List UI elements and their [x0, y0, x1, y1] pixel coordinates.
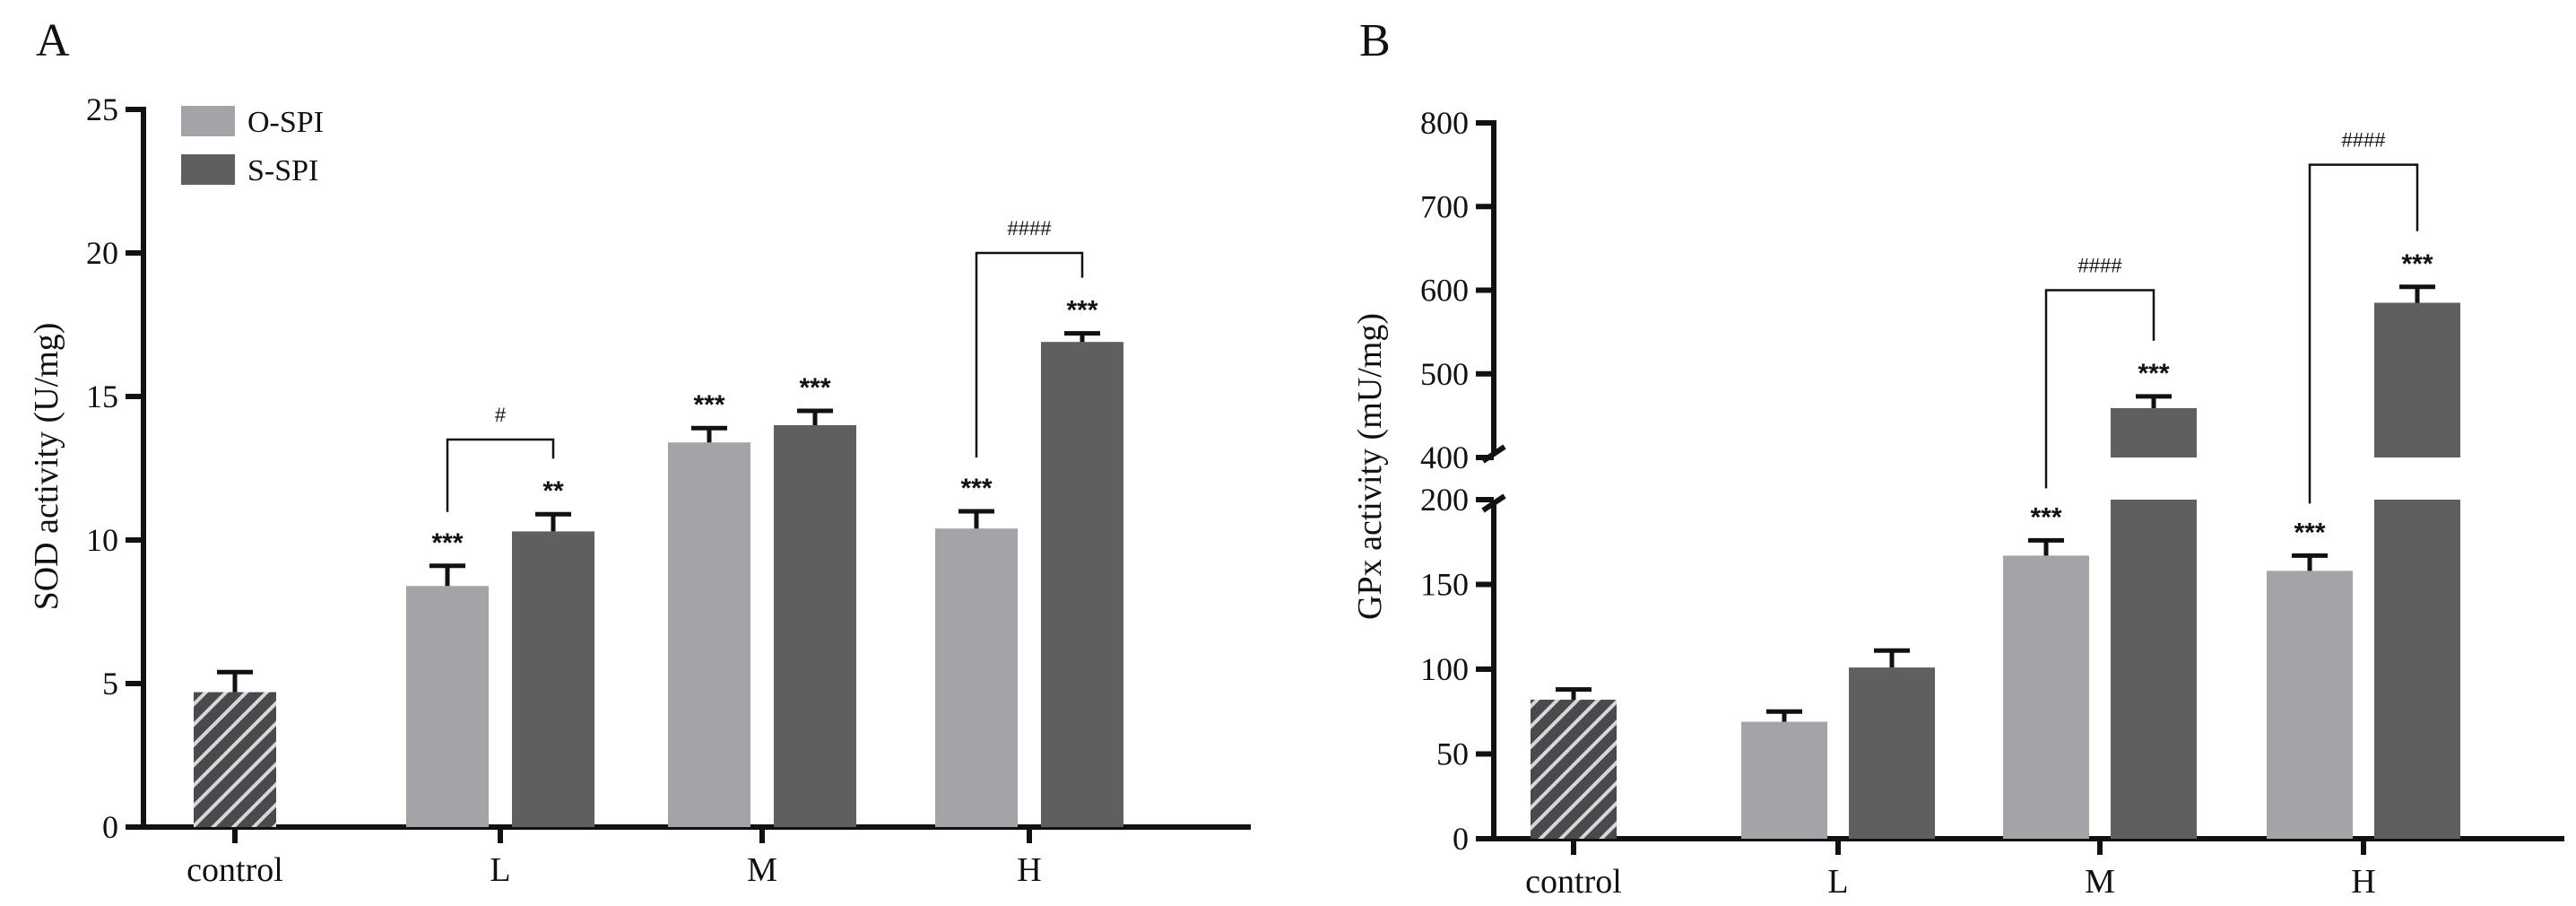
- panel-a-bar-s-spi-l-error-bar: [535, 511, 571, 532]
- panel-b-y-tick-label: 50: [1436, 736, 1469, 772]
- legend-label-s-spi: S-SPI: [247, 154, 318, 187]
- panel-b-x-tick-label: H: [2351, 863, 2375, 901]
- panel-b-significance-label: ***: [2294, 518, 2325, 547]
- panel-b-y-tick-label: 600: [1420, 273, 1469, 309]
- panel-a-significance-label: **: [542, 476, 564, 506]
- panel-b-bar-s-spi-m-upper: [2111, 407, 2197, 457]
- panel-a-bar-s-spi-h-error-bar: [1064, 331, 1100, 343]
- panel-a-significance-label: ***: [960, 474, 992, 503]
- legend-swatch-s-spi: [181, 154, 235, 185]
- panel-b-bar-o-spi-l-error-bar: [1766, 709, 1802, 722]
- panel-a-significance-label: ***: [431, 528, 463, 558]
- panel-b-bar-o-spi-l: [1741, 721, 1827, 839]
- panel-a-bar-o-spi-l-error-bar: [429, 563, 465, 587]
- panel-a-bracket-label: ####: [1008, 217, 1053, 240]
- panel-a-x-tick-label: control: [186, 851, 283, 889]
- panel-a-bar-o-spi-h: [935, 528, 1018, 827]
- panel-b-chart: B GPx activity (mU/mg) 0 50 100 150 200 400 50…: [1351, 15, 2564, 901]
- legend-swatch-o-spi: [181, 106, 235, 136]
- panel-b-comparison-bracket: [2044, 289, 2155, 489]
- panel-a-x-tick-label: L: [490, 851, 510, 889]
- panel-a-y-tick-label: 20: [86, 235, 118, 271]
- panel-a-comparison-bracket: [446, 438, 555, 512]
- panel-a-bar-control-error-bar: [217, 669, 253, 693]
- panel-a-y-axis-title: SOD activity (U/mg): [28, 323, 65, 611]
- panel-a-bar-o-spi-m-error-bar: [691, 425, 727, 443]
- panel-b-bar-o-spi-m: [2003, 555, 2089, 839]
- panel-a-bracket-label: #: [495, 404, 507, 426]
- panel-b-bar-o-spi-h-error-bar: [2292, 553, 2328, 571]
- panel-a-bar-o-spi-l: [406, 586, 489, 827]
- panel-b-significance-label: ***: [2030, 502, 2061, 532]
- panel-b-x-tick-label: M: [2085, 863, 2115, 901]
- panel-a-bar-control: [194, 692, 276, 827]
- panel-a-legend: O-SPI S-SPI: [181, 106, 324, 187]
- panel-b-bracket-label: ####: [2342, 129, 2387, 152]
- panel-b-x-tick-label: L: [1827, 863, 1848, 901]
- panel-b-y-axis-title: GPx activity (mU/mg): [1351, 313, 1389, 620]
- panel-b-axis-break-mark: [1481, 493, 1506, 513]
- panel-b-y-tick-label: 700: [1420, 188, 1469, 224]
- panel-b-bar-s-spi-m-error-bar: [2136, 394, 2172, 408]
- panel-a-y-tick-label: 10: [86, 522, 118, 558]
- panel-b-bar-s-spi-m-lower: [2111, 500, 2197, 839]
- panel-a-bar-s-spi-h: [1041, 342, 1123, 827]
- panel-b-y-tick-label: 800: [1420, 105, 1469, 141]
- panel-a-bar-s-spi-m: [774, 425, 856, 827]
- panel-b-bar-s-spi-l-error-bar: [1874, 648, 1910, 668]
- panel-a-comparison-bracket: [975, 251, 1084, 457]
- panel-a-y-tick-label: 15: [86, 379, 118, 414]
- panel-a-y-tick-label: 5: [102, 666, 118, 701]
- panel-b-bar-o-spi-h: [2267, 571, 2353, 839]
- panel-a-bar-o-spi-h-error-bar: [958, 509, 994, 529]
- panel-b-bar-s-spi-l: [1849, 667, 1935, 839]
- panel-b-bar-control-error-bar: [1556, 687, 1592, 701]
- panel-b-comparison-bracket: [2308, 163, 2419, 504]
- panel-a-y-tick-label: 25: [86, 91, 118, 127]
- panel-b-x-tick-label: control: [1525, 863, 1622, 901]
- panel-b-y-tick-label: 0: [1453, 821, 1469, 857]
- panel-b-y-tick-label: 100: [1420, 651, 1469, 687]
- panel-b-significance-label: ***: [2401, 249, 2433, 279]
- panel-a-x-tick-label: M: [747, 851, 777, 889]
- panel-b-bar-control: [1531, 700, 1617, 839]
- panel-a-x-tick-label: H: [1017, 851, 1041, 889]
- panel-b-y-tick-label: 400: [1420, 440, 1469, 475]
- panel-b-bar-s-spi-h-lower: [2374, 500, 2460, 839]
- panel-b-significance-label: ***: [2138, 359, 2169, 388]
- panel-b-bar-o-spi-m-error-bar: [2028, 537, 2064, 556]
- panel-b-bar-s-spi-h-error-bar: [2399, 284, 2435, 303]
- panel-a-significance-label: ***: [693, 390, 724, 420]
- panel-a-y-tick-label: 0: [102, 809, 118, 845]
- legend-label-o-spi: O-SPI: [247, 106, 324, 139]
- panel-a-bar-s-spi-m-error-bar: [797, 408, 833, 425]
- panel-a-chart: A SOD activity (U/mg) 0 5 10 15 20 25 control L…: [28, 15, 1251, 889]
- panel-b-y-tick-label: 500: [1420, 356, 1469, 392]
- panel-b-y-tick-label: 200: [1420, 482, 1469, 518]
- panel-a-bar-s-spi-l: [512, 531, 594, 827]
- panel-b-marks: 0 50 100 150 200 400 500 600 700 800 control L M H ***…: [1420, 105, 2564, 901]
- panel-a-bar-o-spi-m: [668, 442, 750, 827]
- panel-a-letter: A: [36, 15, 70, 66]
- panel-b-bracket-label: ####: [2078, 255, 2123, 277]
- panel-b-bar-s-spi-h-upper: [2374, 302, 2460, 457]
- panel-a-significance-label: ***: [1066, 296, 1097, 326]
- panel-b-letter: B: [1359, 15, 1391, 66]
- panel-b-y-tick-label: 150: [1420, 567, 1469, 603]
- panel-a-significance-label: ***: [799, 373, 830, 403]
